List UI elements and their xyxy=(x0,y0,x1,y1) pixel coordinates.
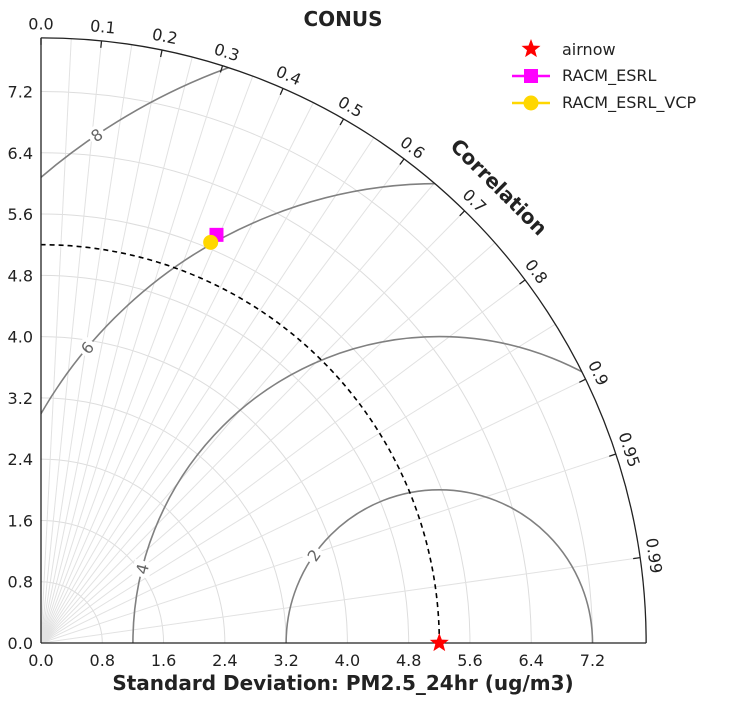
x-tick-label: 0.8 xyxy=(90,651,115,670)
std-grid-arc xyxy=(40,397,287,644)
correlation-tick-mark xyxy=(459,210,466,217)
std-grid-arc xyxy=(40,458,226,644)
legend-star-marker xyxy=(521,39,541,58)
correlation-tick-mark xyxy=(609,453,617,457)
y-tick-label: 6.4 xyxy=(8,144,33,163)
x-axis-label: Standard Deviation: PM2.5_24hr (ug/m3) xyxy=(112,671,573,695)
marker-layer xyxy=(203,227,449,652)
correlation-grid-line xyxy=(40,557,641,644)
legend: airnow RACM_ESRL RACM_ESRL_VCP xyxy=(512,39,697,113)
x-tick-label: 4.8 xyxy=(396,651,421,670)
correlation-tick-label: 0.4 xyxy=(273,62,304,90)
correlation-grid-line xyxy=(40,38,72,644)
x-tick-label: 5.6 xyxy=(457,651,482,670)
correlation-tick-mark xyxy=(339,118,345,126)
correlation-tick-mark xyxy=(100,40,103,48)
std-grid-arc xyxy=(40,519,165,644)
x-tick-label: 3.2 xyxy=(273,651,298,670)
correlation-grid-line xyxy=(40,210,465,644)
correlation-tick-label: 0.1 xyxy=(89,16,116,37)
std-grid-arc xyxy=(40,336,348,644)
correlation-grid-line xyxy=(40,118,345,644)
rms-contour-label-bg xyxy=(75,335,100,360)
correlation-grid-line xyxy=(40,378,586,644)
chart-title: CONUS xyxy=(303,7,382,31)
x-tick-label: 6.4 xyxy=(519,651,544,670)
y-tick-label: 7.2 xyxy=(8,82,33,101)
correlation-grid-line xyxy=(40,279,526,644)
rms-contour-4 xyxy=(132,335,647,644)
x-tick-label: 2.4 xyxy=(212,651,237,670)
y-tick-label: 0.0 xyxy=(8,634,33,653)
outer-correlation-arc xyxy=(40,37,647,644)
reference-std-arc xyxy=(40,243,441,644)
correlation-grid-line xyxy=(40,453,617,644)
legend-label-airnow: airnow xyxy=(562,40,616,59)
correlation-grid-line xyxy=(40,323,556,644)
x-tick-label: 0.0 xyxy=(28,651,53,670)
y-tick-label: 2.4 xyxy=(8,450,33,469)
correlation-tick-label: 0.0 xyxy=(28,14,53,33)
correlation-tick-label: 0.99 xyxy=(642,537,666,575)
correlation-tick-label: 0.6 xyxy=(397,132,429,162)
legend-label-racm-esrl: RACM_ESRL xyxy=(562,66,656,86)
correlation-grid-line xyxy=(40,75,254,644)
std-grid-arc xyxy=(40,90,594,644)
correlation-tick-mark xyxy=(579,378,586,383)
y-tick-label: 1.6 xyxy=(8,511,33,530)
grid-layer xyxy=(40,38,641,644)
rms-contour-label-bg xyxy=(84,123,109,147)
correlation-grid-line xyxy=(40,137,375,644)
legend-item-racm-esrl-vcp: RACM_ESRL_VCP xyxy=(512,93,697,113)
x-tick-label: 4.0 xyxy=(335,651,360,670)
std-grid-arc xyxy=(40,152,532,644)
rms-contour-label-bg xyxy=(131,558,153,579)
correlation-grid-line xyxy=(40,102,314,644)
correlation-tick-mark xyxy=(159,49,163,58)
legend-item-airnow: airnow xyxy=(521,39,616,59)
legend-circle-marker xyxy=(523,95,539,111)
correlation-tick-mark xyxy=(519,279,526,285)
correlation-axis-label: Correlation xyxy=(446,134,552,240)
correlation-grid-line xyxy=(40,158,405,644)
correlation-tick-label: 0.3 xyxy=(212,39,242,65)
correlation-tick-mark xyxy=(399,158,405,165)
std-grid-arc xyxy=(40,274,410,644)
rms-contour-2 xyxy=(285,489,594,644)
correlation-grid-line xyxy=(40,88,284,644)
rms-contour-label-bg xyxy=(301,543,326,567)
correlation-grid-line xyxy=(40,56,193,644)
legend-square-marker xyxy=(524,69,538,83)
x-tick-label: 1.6 xyxy=(151,651,176,670)
axis-layer: 0.0 0.8 1.6 2.4 3.2 4.0 4.8 5.6 6.4 7.2 0.0 0.8 1.6 2… xyxy=(8,14,666,670)
correlation-grid-line xyxy=(40,65,224,644)
correlation-tick-label: 0.8 xyxy=(521,256,551,288)
x-tick-label: 7.2 xyxy=(580,651,605,670)
legend-label-racm-esrl-vcp: RACM_ESRL_VCP xyxy=(562,93,697,113)
correlation-grid-line xyxy=(40,49,163,644)
correlation-tick-mark xyxy=(219,65,224,73)
legend-item-racm-esrl: RACM_ESRL xyxy=(512,66,656,86)
y-tick-label: 4.8 xyxy=(8,266,33,285)
y-tick-label: 3.2 xyxy=(8,389,33,408)
marker-racm-esrl-vcp xyxy=(203,234,219,250)
y-tick-label: 0.8 xyxy=(8,573,33,592)
std-grid-arc xyxy=(40,581,103,644)
rms-contour-label: 4 xyxy=(132,562,153,576)
correlation-tick-mark xyxy=(633,556,641,560)
marker-airnow xyxy=(429,633,449,652)
y-tick-label: 5.6 xyxy=(8,205,33,224)
y-tick-label: 4.0 xyxy=(8,328,33,347)
correlation-tick-label: 0.2 xyxy=(150,25,179,49)
std-grid-arc xyxy=(40,213,471,644)
correlation-grid-line xyxy=(40,242,496,644)
correlation-tick-mark xyxy=(279,88,284,96)
